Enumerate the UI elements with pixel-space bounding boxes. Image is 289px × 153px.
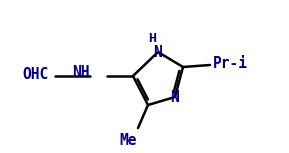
Text: NH: NH [72, 65, 90, 80]
Text: Pr-i: Pr-i [213, 56, 248, 71]
Text: N: N [171, 90, 179, 104]
Text: OHC: OHC [22, 67, 48, 82]
Text: Me: Me [119, 133, 137, 148]
Text: N: N [154, 45, 162, 60]
Text: H: H [148, 32, 156, 45]
